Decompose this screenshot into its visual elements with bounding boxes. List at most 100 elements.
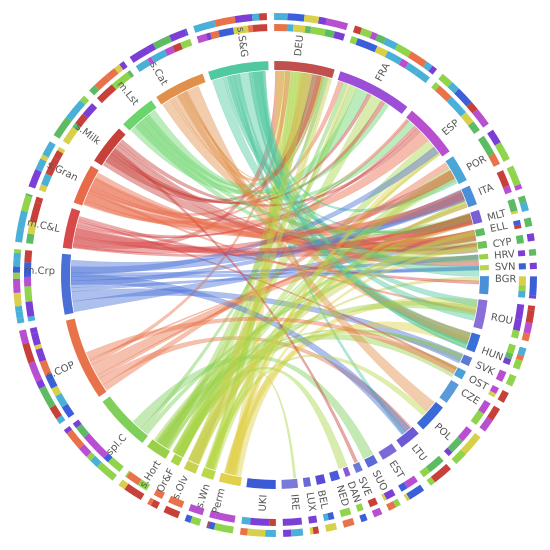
node-label: s.Milk (73, 122, 102, 148)
node-label: Perm (211, 487, 228, 514)
ribbon (74, 214, 473, 254)
ring-segment (53, 116, 72, 139)
ribbon (249, 72, 467, 349)
ring-segment (206, 521, 210, 529)
node-arc (416, 402, 443, 430)
ring-segment (468, 121, 480, 135)
ring-segment (66, 100, 86, 121)
ring-segment (27, 221, 37, 235)
ribbon (88, 220, 473, 362)
ribbon (159, 72, 313, 449)
ring-segment (72, 123, 81, 131)
ribbon (156, 301, 477, 448)
ribbon (105, 74, 322, 203)
ring-segment (152, 35, 173, 50)
ring-segment (392, 498, 401, 508)
ring-segment (422, 61, 433, 72)
ring-segment (525, 309, 535, 324)
ring-segment (282, 517, 303, 526)
ring-segment (290, 528, 304, 537)
ribbon (117, 142, 478, 252)
ribbon (206, 70, 293, 471)
ring-segment (407, 51, 427, 68)
ring-segment (164, 45, 176, 56)
ring-segment (403, 493, 410, 502)
node-label: s.Wn (195, 483, 213, 510)
ring-segment (349, 36, 358, 45)
ring-segment (49, 404, 62, 420)
ribbon (176, 369, 297, 479)
ring-segment (419, 466, 431, 478)
ring-segment (234, 14, 253, 24)
ring-segment (241, 25, 249, 34)
ring-segment (447, 436, 464, 453)
node-label: s.Gran (45, 160, 79, 184)
node-arc (65, 318, 107, 397)
ring-segment (518, 276, 526, 286)
ring-segment (518, 263, 526, 270)
ribbon (76, 125, 418, 238)
ring-segment (61, 403, 75, 418)
ribbon (230, 297, 478, 477)
outer-rings (12, 13, 537, 537)
ring-segment (466, 101, 478, 114)
ring-segment (169, 29, 187, 42)
ring-segment (517, 250, 526, 257)
ring-segment (207, 521, 216, 530)
node-label: CYP (492, 237, 512, 251)
ribbon (259, 70, 458, 212)
node-arc (337, 71, 408, 114)
ribbon (234, 74, 406, 435)
ribbon (144, 74, 325, 188)
ring-segment (51, 385, 62, 397)
ring-segment (398, 482, 408, 492)
ring-segment (12, 272, 21, 279)
ribbon (207, 152, 441, 469)
ring-segment (239, 527, 248, 536)
ring-segment (168, 495, 185, 509)
ring-segment (528, 248, 537, 256)
ring-segment (283, 529, 292, 537)
ring-segment (367, 497, 378, 508)
ring-segment (34, 343, 43, 350)
ring-segment (460, 112, 474, 126)
ring-segment (233, 26, 243, 35)
ribbon (205, 71, 305, 470)
ribbon (144, 102, 390, 194)
ribbon (83, 80, 344, 224)
ring-segment (386, 501, 397, 511)
ring-segment (24, 286, 33, 302)
ring-segment (513, 219, 521, 226)
ring-segment (518, 285, 526, 292)
ring-segment (96, 461, 117, 481)
node-arc (479, 264, 489, 271)
node-arcs (61, 61, 489, 489)
ring-segment (486, 405, 501, 421)
ring-segment (63, 425, 73, 434)
ring-segment (494, 142, 506, 155)
ribbon (211, 77, 471, 345)
ring-segment (39, 385, 56, 409)
ribbon (172, 170, 457, 458)
node-label: BGR (495, 274, 517, 285)
ring-segment (451, 449, 467, 465)
ribbon (102, 155, 477, 250)
ring-segment (506, 343, 516, 355)
ring-segment (478, 399, 491, 415)
ring-segment (180, 38, 193, 50)
ribbon (182, 91, 476, 242)
ring-segment (146, 43, 157, 53)
ring-segment (82, 103, 98, 119)
ring-segment (479, 416, 493, 432)
ribbon (94, 172, 476, 249)
ribbon (132, 355, 374, 460)
ring-segment (381, 493, 387, 501)
node-label: SVN (495, 262, 516, 274)
ribbon (187, 76, 330, 463)
ribbon (222, 76, 478, 250)
ring-segment (497, 389, 509, 403)
ribbon (174, 140, 435, 458)
ribbon (98, 336, 412, 433)
node-arc (460, 354, 473, 367)
ring-segment (519, 201, 529, 213)
